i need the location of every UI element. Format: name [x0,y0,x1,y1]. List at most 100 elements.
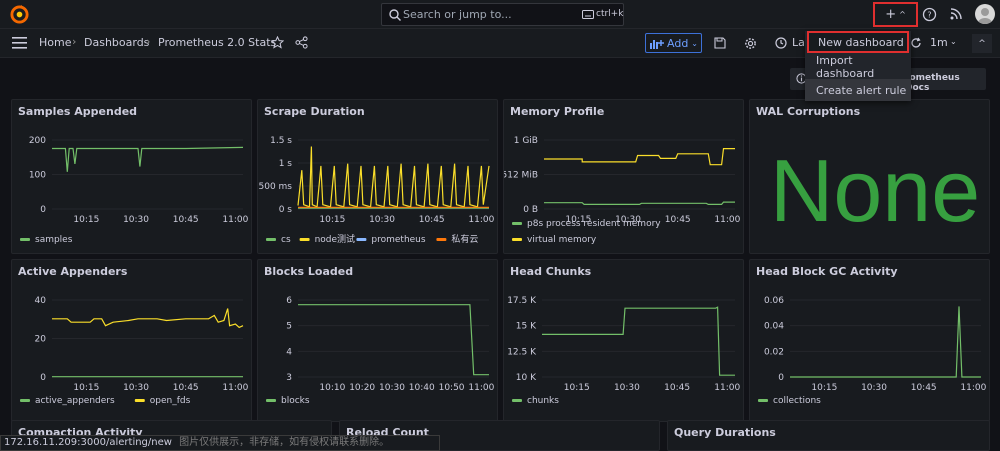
x-tick-label: 11:00 [468,215,494,225]
panel-head-chunks[interactable]: Head Chunks 17.5 K 15 K 12.5 K 10 K 10:15 10:3… [503,259,744,422]
search-input[interactable]: Search or jump to... ctrl+k [381,3,624,26]
collapse-toolbar-button[interactable]: ^ [972,34,992,53]
menu-item-import-dashboard[interactable]: Import dashboard [816,54,875,80]
y-tick-label: 1 s [279,159,293,169]
refresh-interval-select[interactable]: 1m [930,36,948,49]
x-tick-label: 10:30 [614,383,640,393]
panel-active-appenders[interactable]: Active Appenders 40 20 0 10:15 10:30 10:45 11:0… [11,259,252,422]
x-tick-label: 10:50 [439,383,465,393]
new-dropdown-menu: New dashboard Import dashboard Create al… [805,31,911,101]
add-panel-icon [650,39,664,49]
chevron-down-icon: ⌄ [691,38,698,48]
legend-swatch [512,222,522,225]
panel-head-block-gc-activity[interactable]: Head Block GC Activity 0.06 0.04 0.02 0 10:15… [749,259,990,422]
breadcrumb-current: Prometheus 2.0 Stats [158,36,277,49]
y-tick-label: 5 [286,322,292,332]
x-tick-label: 10:10 [319,383,345,393]
legend-label: open_fds [150,396,191,406]
panel-query-durations[interactable]: Query Durations [667,420,990,451]
timeseries-chart: 1.5 s 1 s 500 ms 0 s 10:15 10:30 10:45 11:00 cs n… [259,136,495,245]
add-button[interactable]: Add ⌄ [645,33,702,53]
legend-label: chunks [527,396,559,406]
menu-item-create-alert-rule[interactable]: Create alert rule [805,79,911,101]
legend-swatch [758,399,768,402]
panel-title: Query Durations [674,426,776,439]
legend-swatch [20,399,30,402]
series-line [542,306,735,376]
y-tick-label: 3 [286,373,292,383]
gear-icon[interactable] [744,37,757,50]
menu-icon[interactable] [12,37,27,49]
y-tick-label: 0 [778,373,784,383]
panel-memory-profile[interactable]: Memory Profile 1 GiB 512 MiB 0 B 10:15 10:30 1… [503,99,744,254]
breadcrumb-dashboards[interactable]: Dashboards [84,36,150,49]
y-tick-label: 6 [286,296,292,306]
legend-label: samples [35,235,73,245]
panel-title: Active Appenders [18,265,128,278]
panel-samples-appended[interactable]: Samples Appended 200 100 0 10:15 10:30 10:45 11… [11,99,252,254]
grafana-logo-icon[interactable] [10,5,29,24]
x-tick-label: 10:15 [319,215,345,225]
timeseries-chart: 200 100 0 10:15 10:30 10:45 11:00 samples [20,136,249,245]
series-line [544,147,735,166]
timeseries-chart: 0.06 0.04 0.02 0 10:15 10:30 10:45 11:00 collect… [758,296,987,406]
status-overlay-text: 图片仅供展示，非存储，如有侵权请联系删除。 [179,437,390,448]
user-avatar[interactable] [975,4,995,24]
chevron-down-icon: ⌄ [950,37,957,46]
legend-swatch [299,238,310,241]
breadcrumb-home[interactable]: Home [39,36,72,49]
legend-swatch [512,399,522,402]
x-tick-label: 10:30 [369,215,395,225]
x-tick-label: 10:15 [565,215,591,225]
panel-title: Head Block GC Activity [756,265,898,278]
panel-wal-corruptions[interactable]: WAL Corruptions None [749,99,990,254]
legend-swatch [266,238,276,241]
news-feed-icon[interactable] [949,7,963,21]
refresh-icon[interactable] [910,37,922,49]
share-icon[interactable] [295,36,308,49]
save-icon[interactable] [714,37,726,49]
x-tick-label: 10:15 [811,383,837,393]
y-tick-label: 4 [286,347,292,357]
panel-title: WAL Corruptions [756,105,861,118]
y-tick-label: 0.02 [764,347,784,357]
y-tick-label: 0 s [279,205,293,215]
menu-item-new-dashboard[interactable]: New dashboard [807,31,909,53]
y-tick-label: 0 [40,205,46,215]
keyboard-icon [582,10,594,19]
series-line [544,201,735,206]
x-tick-label: 10:40 [409,383,435,393]
legend-label: prometheus [371,235,426,245]
panel-title: Head Chunks [510,265,592,278]
legend-label: 私有云 [451,233,478,245]
y-tick-label: 0.06 [764,296,784,306]
y-tick-label: 200 [29,136,46,146]
top-navbar: Search or jump to... ctrl+k + ^ ? [0,0,1000,29]
y-tick-label: 20 [35,335,47,345]
x-tick-label: 10:30 [123,383,149,393]
star-icon[interactable] [271,36,284,49]
help-icon[interactable]: ? [922,7,937,22]
y-tick-label: 1.5 s [270,136,292,146]
x-tick-label: 10:30 [123,215,149,225]
legend-swatch [134,399,145,402]
panel-title: Blocks Loaded [264,265,354,278]
y-tick-label: 0.04 [764,322,784,332]
x-tick-label: 10:15 [73,383,99,393]
time-range-picker[interactable]: La [792,36,805,49]
chevron-up-icon: ^ [899,10,906,19]
legend-label: active_appenders [35,396,115,406]
series-line [297,146,490,208]
x-tick-label: 11:00 [714,215,740,225]
clock-icon[interactable] [775,37,787,49]
panel-scrape-duration[interactable]: Scrape Duration 1.5 s 1 s 500 ms 0 s 10:15 10:… [257,99,498,254]
x-tick-label: 11:00 [714,383,740,393]
panel-title: Memory Profile [510,105,605,118]
x-tick-label: 10:45 [664,383,690,393]
series-line [298,304,489,376]
docs-link-label: rometheus Docs [905,73,960,93]
new-menu-button[interactable]: + ^ [873,2,918,27]
panel-blocks-loaded[interactable]: Blocks Loaded 6 5 4 3 10:10 10:20 10:30 10:40 10:… [257,259,498,422]
legend-label: virtual memory [527,235,597,245]
breadcrumb-separator-icon: › [72,35,77,48]
